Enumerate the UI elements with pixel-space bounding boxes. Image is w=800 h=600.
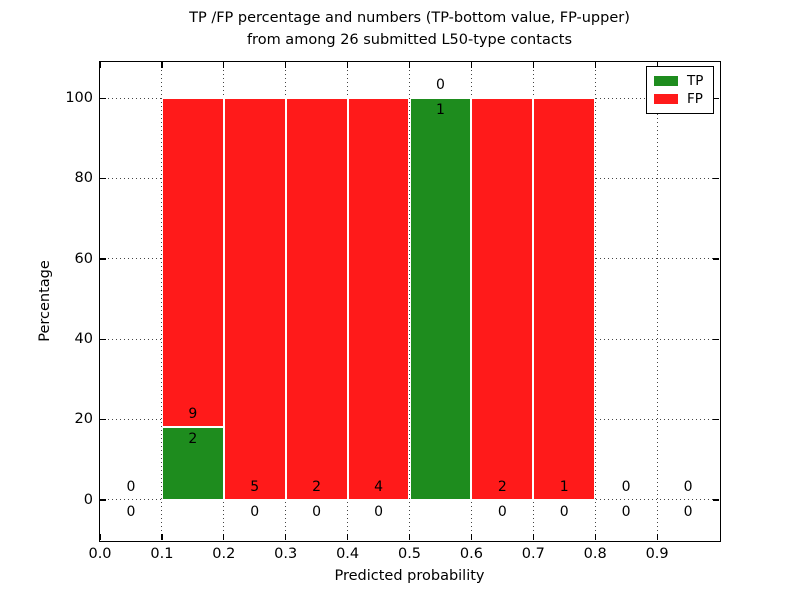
chart-title: TP /FP percentage and numbers (TP-bottom… (100, 7, 719, 51)
bin-count-label-fp: 5 (250, 478, 260, 495)
x-tick-top (532, 62, 534, 68)
bin-count-label-fp: 0 (621, 478, 631, 495)
x-tick-label: 0.7 (521, 546, 545, 562)
y-tick-right (713, 177, 719, 180)
x-tick-label: 0.0 (88, 546, 112, 562)
gridline-vertical (594, 62, 596, 540)
bar-fp-segment (533, 98, 596, 500)
y-tick-label: 20 (74, 411, 93, 428)
bar-tp-segment (161, 426, 224, 500)
x-tick-bottom (470, 534, 473, 540)
bin-count-label-fp: 0 (435, 77, 445, 94)
y-tick-left (100, 499, 106, 501)
bar-fp-segment (347, 98, 410, 500)
x-tick-bottom (99, 534, 101, 540)
y-tick-left (100, 338, 106, 340)
x-tick-bottom (594, 534, 596, 540)
bar-fp-segment (285, 98, 348, 500)
x-tick-label: 0.9 (645, 546, 669, 562)
x-tick-bottom (285, 534, 287, 540)
x-tick-label: 0.8 (583, 546, 607, 562)
x-tick-label: 0.2 (212, 546, 236, 562)
bin-count-label-fp: 9 (188, 405, 198, 422)
x-tick-label: 0.4 (336, 546, 360, 562)
fp-legend-swatch (654, 94, 678, 105)
bin-count-label-fp: 2 (312, 478, 322, 495)
x-tick-label: 0.5 (397, 546, 422, 562)
x-axis-label: Predicted probability (334, 568, 485, 584)
y-tick-left (100, 258, 106, 260)
chart-title-line1: TP /FP percentage and numbers (TP-bottom… (189, 10, 630, 26)
x-tick-label: 0.6 (459, 546, 483, 562)
x-tick-bottom (161, 534, 163, 540)
bar-fp-segment (471, 98, 534, 500)
bin-count-label-fp: 0 (126, 478, 136, 495)
y-tick-right (713, 258, 719, 260)
x-tick-top (285, 62, 287, 68)
legend-entry-tp: TP (654, 74, 706, 88)
x-tick-top (409, 62, 411, 68)
bin-count-label-tp: 0 (683, 503, 693, 520)
x-tick-bottom (409, 534, 411, 540)
bin-count-label-fp: 1 (559, 478, 569, 495)
y-tick-label: 100 (65, 90, 93, 107)
bin-count-label-tp: 2 (188, 430, 198, 447)
x-tick-top (99, 62, 101, 68)
y-tick-right (713, 499, 719, 501)
y-tick-label: 0 (83, 491, 93, 508)
legend: TP FP (646, 66, 714, 114)
y-tick-label: 60 (74, 250, 93, 267)
tp-legend-swatch (654, 75, 678, 86)
x-tick-label: 0.3 (274, 546, 298, 562)
gridline-vertical (656, 62, 658, 540)
y-tick-label: 40 (74, 331, 93, 348)
legend-entry-fp: FP (654, 92, 706, 106)
x-tick-bottom (656, 534, 658, 540)
bin-count-label-tp: 0 (621, 503, 631, 520)
bin-count-label-fp: 4 (374, 478, 384, 495)
chart-title-line2: from among 26 submitted L50-type contact… (246, 32, 573, 48)
x-tick-top (594, 62, 596, 68)
bin-count-label-tp: 0 (559, 503, 569, 520)
bar-fp-segment (223, 98, 286, 500)
y-tick-label: 80 (74, 170, 93, 187)
y-tick-left (100, 418, 106, 421)
tp-legend-label: TP (687, 72, 704, 89)
x-tick-bottom (347, 534, 349, 540)
bin-count-label-fp: 2 (497, 478, 507, 495)
x-tick-top (347, 62, 349, 68)
x-tick-label: 0.1 (150, 546, 174, 562)
bin-count-label-tp: 0 (312, 503, 322, 520)
bin-count-label-tp: 0 (497, 503, 507, 520)
bin-count-label-fp: 0 (683, 478, 693, 495)
y-tick-right (713, 418, 719, 421)
x-tick-top (223, 62, 225, 68)
bin-count-label-tp: 1 (435, 102, 445, 119)
x-tick-top (161, 62, 163, 68)
y-tick-right (713, 338, 719, 340)
bar-fp-segment (161, 98, 224, 427)
bar-tp-segment (409, 98, 472, 500)
x-tick-bottom (532, 534, 534, 540)
x-tick-top (470, 62, 473, 68)
bin-count-label-tp: 0 (250, 503, 260, 520)
fp-legend-label: FP (687, 91, 703, 108)
y-axis-label: Percentage (37, 260, 53, 342)
y-tick-left (100, 97, 106, 99)
y-tick-left (100, 177, 106, 180)
y-tick-right (713, 97, 719, 99)
bin-count-label-tp: 0 (126, 503, 136, 520)
x-tick-bottom (223, 534, 225, 540)
x-tick-top (656, 62, 658, 68)
bin-count-label-tp: 0 (374, 503, 384, 520)
